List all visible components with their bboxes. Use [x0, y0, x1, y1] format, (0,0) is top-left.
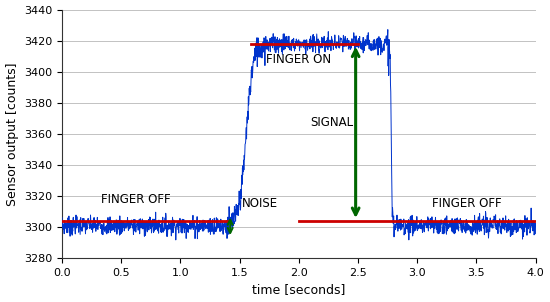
Y-axis label: Sensor output [counts]: Sensor output [counts]: [6, 62, 19, 206]
Text: FINGER OFF: FINGER OFF: [432, 197, 502, 210]
Text: FINGER OFF: FINGER OFF: [101, 193, 170, 206]
Text: SIGNAL: SIGNAL: [311, 117, 354, 130]
Text: NOISE: NOISE: [242, 197, 278, 210]
X-axis label: time [seconds]: time [seconds]: [252, 284, 345, 297]
Text: FINGER ON: FINGER ON: [266, 53, 331, 66]
